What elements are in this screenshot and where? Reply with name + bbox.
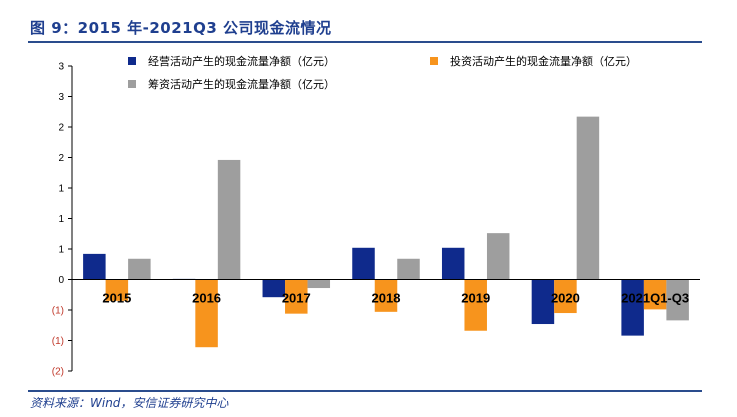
bar-financing-2018 xyxy=(397,258,420,280)
y-tick-label: 1 xyxy=(58,184,64,195)
bar-operating-2017 xyxy=(262,279,286,298)
y-tick-label: (1) xyxy=(52,336,64,347)
x-category-label: 2017 xyxy=(282,291,311,306)
x-category-label: 2016 xyxy=(192,291,221,306)
y-tick-label: (2) xyxy=(52,367,64,378)
bar-financing-2017 xyxy=(307,279,331,289)
y-tick-label: 1 xyxy=(58,245,64,256)
bar-operating-2015 xyxy=(83,253,106,280)
bar-operating-2021q1-q3 xyxy=(621,279,644,336)
bar-investing-2016 xyxy=(195,279,218,348)
x-category-label: 2021Q1-Q3 xyxy=(621,291,689,306)
bar-operating-2018 xyxy=(352,247,375,280)
legend-label-operating: 经营活动产生的现金流量净额（亿元） xyxy=(148,54,335,68)
bar-investing-2018 xyxy=(374,279,398,312)
legend-swatch-investing xyxy=(430,57,438,65)
y-tick-label: 0 xyxy=(58,275,64,286)
y-axis: 3 3 2 2 1 1 1 0 (1) (1) (2) xyxy=(52,62,73,378)
bar-operating-2020 xyxy=(531,279,555,325)
legend-swatch-financing xyxy=(128,80,136,88)
y-tick-label: 3 xyxy=(58,92,64,103)
y-tick-label: 2 xyxy=(58,123,64,134)
source-note: 资料来源：Wind，安信证券研究中心 xyxy=(30,396,229,410)
bar-financing-2016 xyxy=(217,159,241,280)
x-category-label: 2018 xyxy=(372,291,401,306)
y-tick-label: (1) xyxy=(52,306,64,317)
bars xyxy=(83,116,689,348)
bar-investing-2020 xyxy=(554,279,577,314)
x-category-label: 2020 xyxy=(551,291,580,306)
y-tick-label: 3 xyxy=(58,62,64,73)
bar-financing-2020 xyxy=(576,116,600,280)
bar-investing-2019 xyxy=(464,279,487,331)
bar-investing-2021q1-q3 xyxy=(643,279,667,310)
title-rule xyxy=(28,41,702,43)
legend: 经营活动产生的现金流量净额（亿元） 投资活动产生的现金流量净额（亿元） 筹资活动产生… xyxy=(128,54,637,91)
x-category-label: 2015 xyxy=(102,291,131,306)
y-tick-label: 2 xyxy=(58,153,64,164)
figure-title: 图 9：2015 年-2021Q3 公司现金流情况 xyxy=(30,19,332,37)
legend-label-financing: 筹资活动产生的现金流量净额（亿元） xyxy=(148,77,335,91)
bar-financing-2021q1-q3 xyxy=(666,279,689,321)
bar-financing-2015 xyxy=(128,258,151,280)
source-rule xyxy=(28,390,702,392)
bar-investing-2017 xyxy=(285,279,308,314)
y-tick-label: 1 xyxy=(58,214,64,225)
x-axis: 2015 2016 2017 2018 2019 2020 2021Q1-Q3 xyxy=(72,279,700,306)
x-category-label: 2019 xyxy=(461,291,490,306)
bar-operating-2019 xyxy=(441,247,465,280)
legend-label-investing: 投资活动产生的现金流量净额（亿元） xyxy=(450,54,637,68)
legend-swatch-operating xyxy=(128,57,136,65)
bar-financing-2019 xyxy=(486,233,510,280)
bar-investing-2015 xyxy=(105,279,129,301)
